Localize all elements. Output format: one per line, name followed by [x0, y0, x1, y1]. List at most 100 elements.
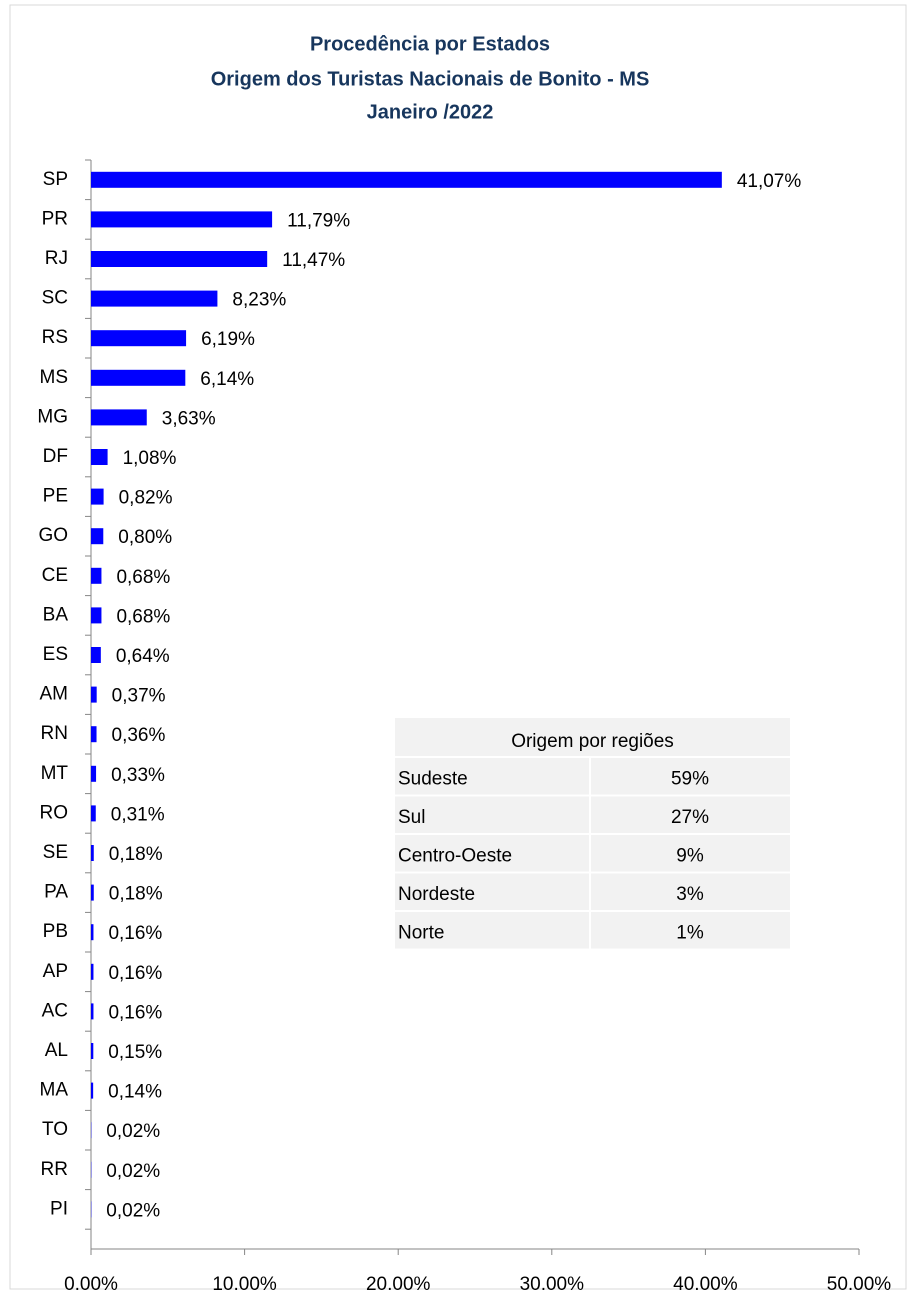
data-label: 0,02%	[106, 1200, 160, 1221]
table-cell-bg	[395, 912, 589, 949]
data-label: 8,23%	[232, 290, 286, 311]
table-share: 59%	[671, 768, 709, 789]
data-label: 0,14%	[108, 1082, 162, 1103]
y-tick-label: ES	[43, 644, 68, 665]
data-label: 11,47%	[282, 250, 345, 271]
data-label: 0,16%	[108, 963, 162, 984]
table-header-bg	[395, 718, 790, 756]
x-tick-label: 40,00%	[673, 1274, 738, 1290]
x-tick-label: 50,00%	[827, 1274, 892, 1290]
bar	[91, 963, 94, 980]
bar	[91, 1003, 94, 1020]
y-tick-label: GO	[38, 525, 68, 546]
x-tick-label: 20,00%	[366, 1274, 431, 1290]
y-tick-label: PB	[43, 921, 68, 942]
y-tick-label: AP	[43, 961, 68, 982]
table-region: Norte	[398, 922, 444, 943]
y-tick-label: PE	[43, 486, 68, 507]
bar	[91, 884, 94, 901]
bar	[91, 330, 187, 347]
data-label: 0,33%	[111, 765, 165, 786]
x-tick-label: 10,00%	[212, 1274, 277, 1290]
table-cell-bg	[591, 758, 790, 795]
y-tick-label: MG	[37, 406, 68, 427]
data-label: 0,68%	[116, 606, 170, 627]
data-label: 0,37%	[112, 686, 166, 707]
bar	[91, 924, 94, 941]
x-tick-label: 0,00%	[64, 1274, 118, 1290]
bar	[91, 528, 104, 545]
bar	[91, 567, 102, 584]
y-tick-label: RO	[40, 802, 69, 823]
y-tick-label: SC	[42, 288, 68, 309]
data-label: 6,14%	[200, 369, 254, 390]
data-label: 0,15%	[108, 1042, 162, 1063]
y-tick-label: RJ	[45, 248, 68, 269]
y-tick-label: MT	[41, 763, 69, 784]
data-label: 0,80%	[118, 527, 172, 548]
table-cell-bg	[395, 835, 589, 872]
data-label: 6,19%	[201, 329, 255, 350]
table-cell-bg	[591, 912, 790, 949]
x-tick-label: 30,00%	[520, 1274, 585, 1290]
y-tick-label: RS	[42, 327, 68, 348]
y-tick-label: RN	[41, 723, 68, 744]
y-tick-label: DF	[43, 446, 68, 467]
y-tick-label: MA	[40, 1080, 69, 1101]
bar	[91, 251, 268, 267]
table-share: 9%	[676, 845, 704, 866]
table-cell-bg	[395, 873, 589, 910]
data-label: 1,08%	[123, 448, 177, 469]
y-tick-label: CE	[42, 565, 68, 586]
table-cell-bg	[591, 835, 790, 872]
bar	[91, 211, 273, 228]
table-share: 27%	[671, 807, 709, 828]
y-tick-label: BA	[43, 604, 69, 625]
bar	[91, 488, 104, 505]
bar	[91, 845, 94, 861]
data-label: 41,07%	[737, 171, 802, 192]
table-share: 1%	[676, 922, 704, 943]
bar	[91, 765, 97, 782]
bar	[91, 369, 186, 386]
data-label: 0,18%	[109, 884, 163, 905]
bar	[91, 449, 108, 465]
bar	[91, 686, 97, 703]
y-tick-label: TO	[42, 1119, 68, 1140]
data-label: 0,68%	[116, 567, 170, 588]
table-region: Sudeste	[398, 768, 468, 789]
y-tick-label: RR	[41, 1159, 68, 1180]
y-tick-label: PA	[44, 882, 68, 903]
data-label: 0,18%	[109, 844, 163, 865]
bar	[91, 290, 218, 307]
chart-subtitle: Origem dos Turistas Nacionais de Bonito …	[211, 68, 650, 90]
bar	[91, 1043, 94, 1059]
data-label: 0,64%	[116, 646, 170, 667]
y-tick-label: MS	[40, 367, 69, 388]
bar	[91, 647, 101, 663]
table-region: Centro-Oeste	[398, 845, 512, 866]
bar	[91, 1082, 94, 1099]
y-tick-label: SP	[43, 169, 68, 190]
bar	[91, 805, 96, 822]
bar	[91, 409, 147, 426]
table-share: 3%	[676, 884, 704, 905]
bar	[91, 607, 102, 624]
bar	[91, 726, 97, 743]
chart-subtitle: Janeiro /2022	[367, 101, 494, 123]
table-cell-bg	[395, 796, 589, 833]
data-label: 0,16%	[108, 923, 162, 944]
table-cell-bg	[591, 796, 790, 833]
data-label: 3,63%	[162, 408, 216, 429]
data-label: 0,02%	[106, 1121, 160, 1142]
y-tick-label: AC	[42, 1000, 68, 1021]
data-label: 0,36%	[112, 725, 166, 746]
y-tick-label: AM	[40, 684, 69, 705]
y-tick-label: PI	[50, 1198, 68, 1219]
bar	[91, 171, 722, 188]
data-label: 0,82%	[119, 488, 173, 509]
y-tick-label: SE	[43, 842, 68, 863]
data-label: 0,02%	[106, 1161, 160, 1182]
table-cell-bg	[395, 758, 589, 795]
